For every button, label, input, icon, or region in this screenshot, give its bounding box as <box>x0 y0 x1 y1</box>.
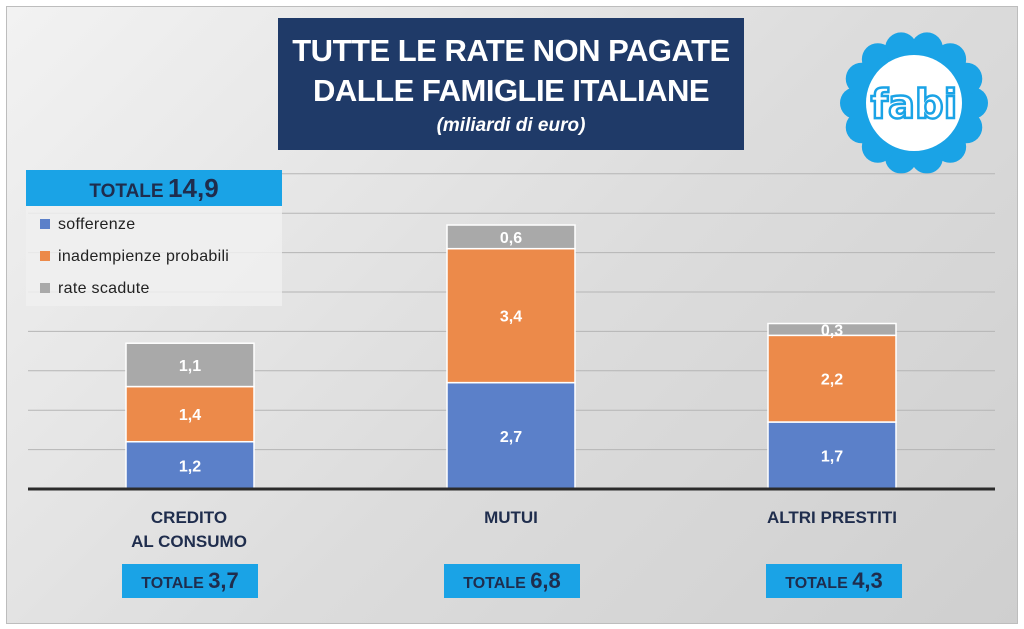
data-label: 1,2 <box>179 458 201 475</box>
legend-swatch <box>40 283 50 293</box>
total-value: 4,3 <box>852 568 883 593</box>
category-label-line: MUTUI <box>484 508 538 527</box>
chart-title-line-1: TUTTE LE RATE NON PAGATE <box>292 33 730 68</box>
data-label: 1,4 <box>179 407 201 424</box>
total-badge-altri-prestiti: TOTALE 4,3 <box>766 564 902 598</box>
total-badge-mutui: TOTALE 6,8 <box>444 564 580 598</box>
grand-total-badge: TOTALE 14,9 <box>26 170 282 206</box>
data-label: 2,2 <box>821 372 843 389</box>
data-label: 0,6 <box>500 230 522 247</box>
title-box: TUTTE LE RATE NON PAGATE DALLE FAMIGLIE … <box>278 18 744 150</box>
total-value: 6,8 <box>530 568 561 593</box>
legend-swatch <box>40 219 50 229</box>
bar-segment <box>125 342 255 388</box>
bar-segment <box>767 322 897 337</box>
category-label-credito: CREDITO AL CONSUMO <box>89 506 289 554</box>
category-label-mutui: MUTUI <box>411 506 611 530</box>
bar-segment <box>125 385 255 443</box>
total-label: TOTALE <box>785 575 848 592</box>
category-label-line: CREDITO <box>150 508 228 527</box>
grand-total-label: TOTALE <box>89 181 164 202</box>
data-label: 2,7 <box>500 429 522 446</box>
legend-item-inadempienze: inadempienze probabili <box>40 248 229 268</box>
logo-text: fabi <box>871 82 958 128</box>
total-label: TOTALE <box>463 575 526 592</box>
total-badge-credito: TOTALE 3,7 <box>122 564 258 598</box>
legend-item-sofferenze: sofferenze <box>40 216 135 236</box>
bar-segment <box>446 247 576 384</box>
legend-swatch <box>40 251 50 261</box>
bar-segment <box>125 440 255 490</box>
grand-total-value: 14,9 <box>168 173 219 203</box>
total-value: 3,7 <box>208 568 239 593</box>
data-label: 0,3 <box>821 322 843 339</box>
chart-subtitle: (miliardi di euro) <box>436 115 586 136</box>
data-label: 1,7 <box>821 449 843 466</box>
fabi-logo: fabi <box>840 32 988 174</box>
legend-label: inadempienze probabili <box>58 248 230 265</box>
category-label-line: AL CONSUMO <box>131 532 247 551</box>
legend-label: sofferenze <box>58 216 136 233</box>
bar-segment <box>767 421 897 490</box>
bar-segment <box>446 224 576 250</box>
bar-segment <box>767 334 897 423</box>
legend: sofferenze inadempienze probabili rate s… <box>26 206 282 306</box>
category-label-altri-prestiti: ALTRI PRESTITI <box>732 506 932 530</box>
data-label: 1,1 <box>179 358 201 375</box>
bar-segment <box>446 381 576 490</box>
data-label: 3,4 <box>500 309 522 326</box>
logo-petal <box>956 87 988 119</box>
category-label-line: ALTRI PRESTITI <box>766 508 897 527</box>
logo-petal <box>840 87 872 119</box>
bars: 1,2 1,4 1,1 2,7 3,4 0,6 1,7 2,2 0,3 <box>125 224 897 490</box>
total-label: TOTALE <box>141 575 204 592</box>
legend-item-rate-scadute: rate scadute <box>40 280 150 300</box>
chart-title-line-2: DALLE FAMIGLIE ITALIANE <box>312 73 710 108</box>
legend-label: rate scadute <box>58 280 150 297</box>
